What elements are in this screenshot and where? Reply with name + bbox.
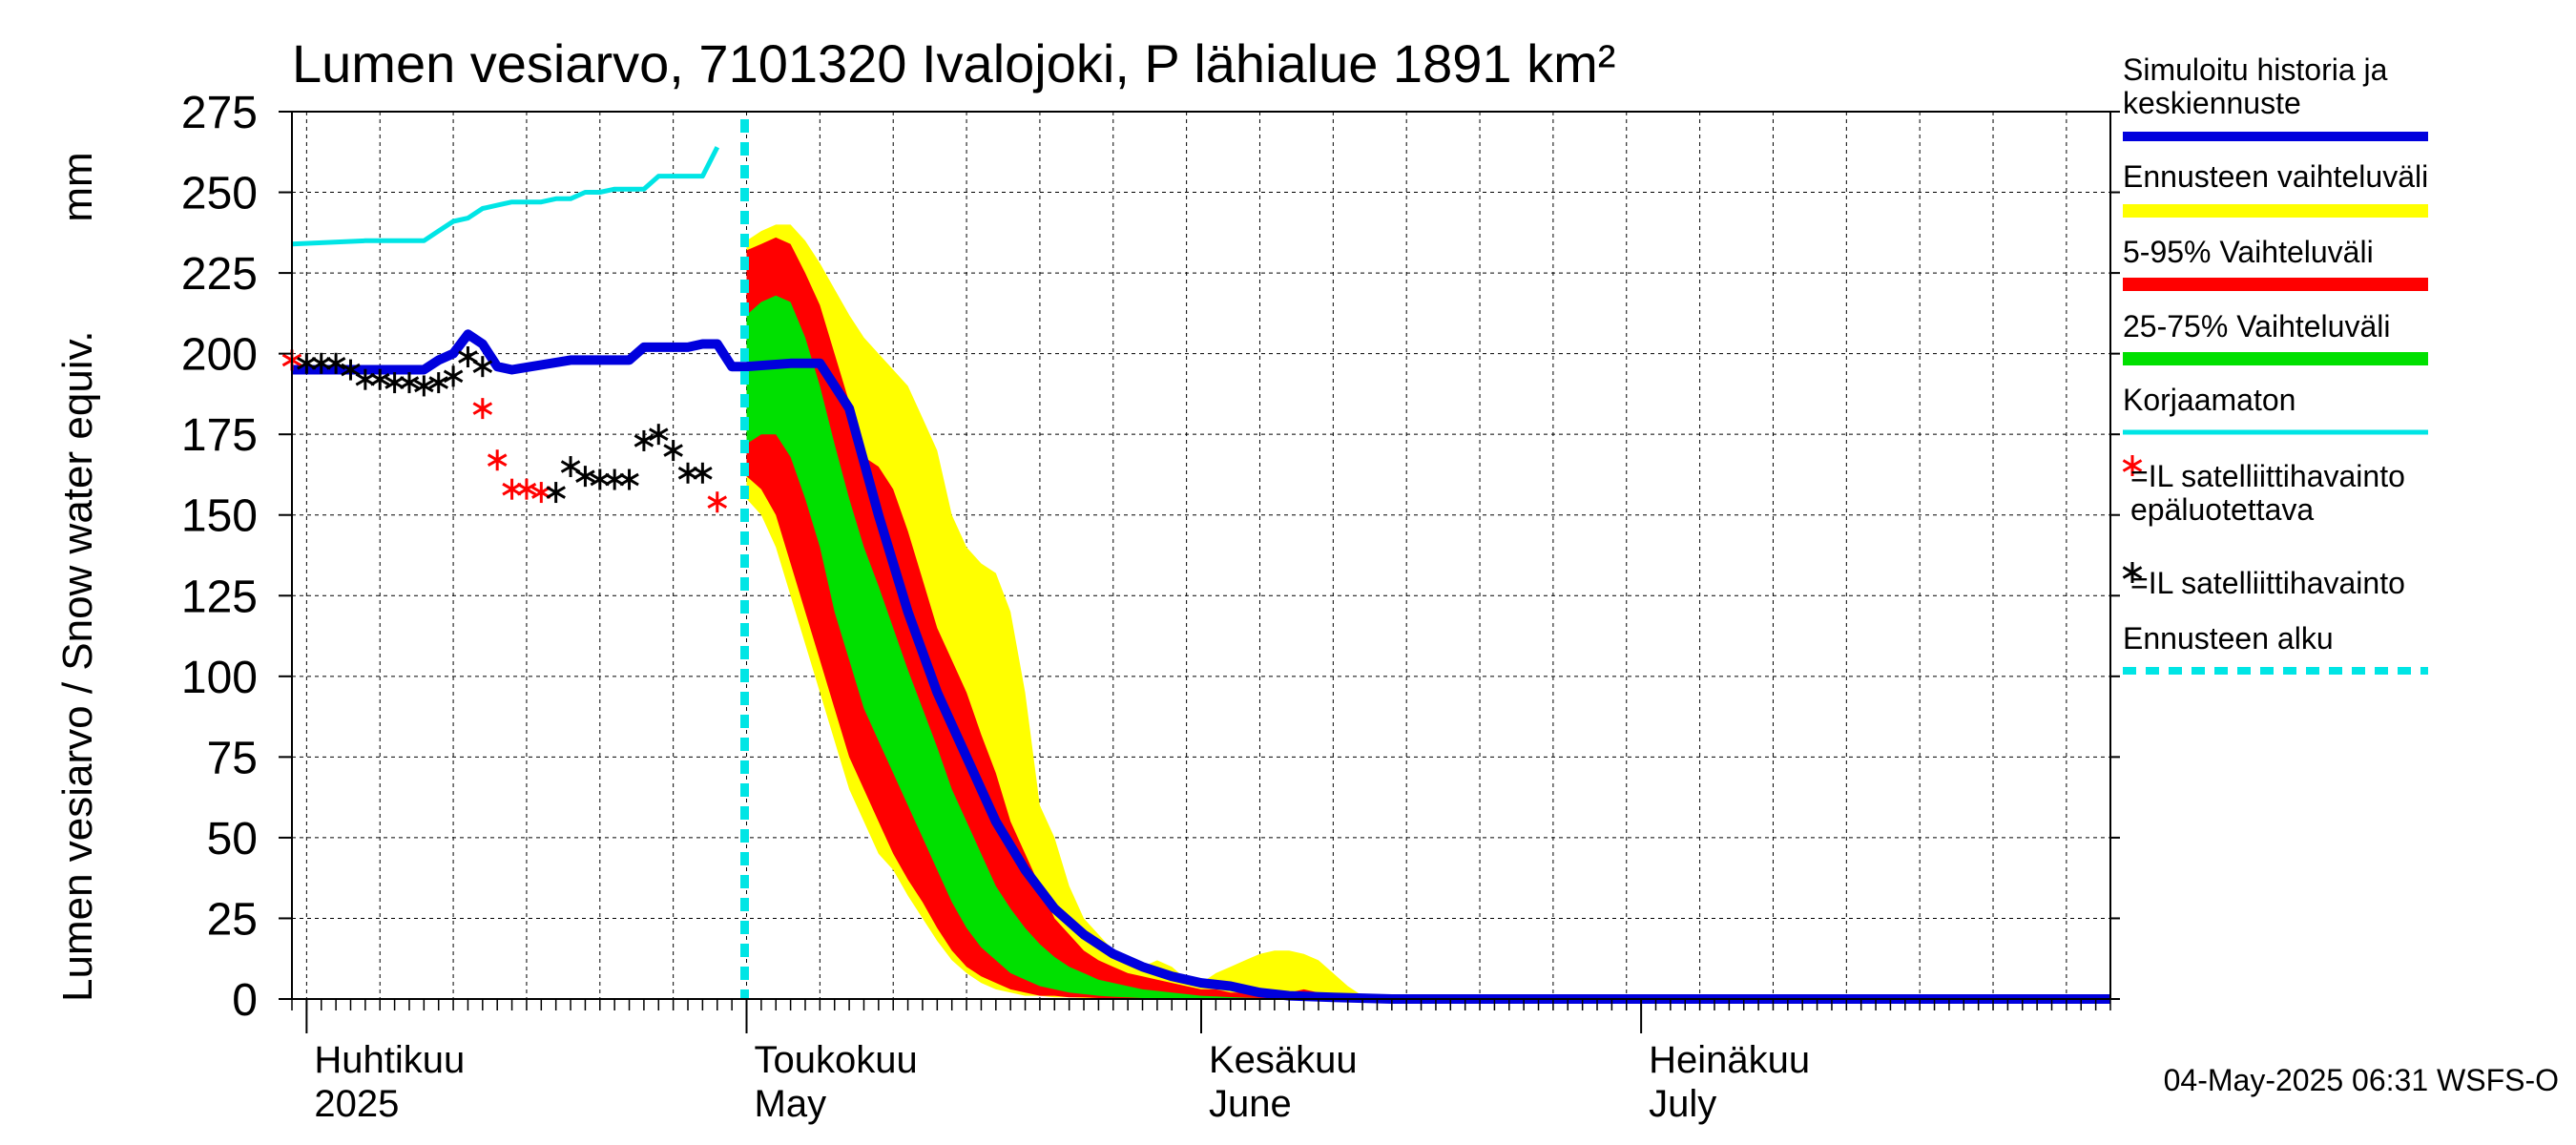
- unreliable-observation-point: [707, 491, 728, 513]
- x-month-sublabel: July: [1649, 1083, 1716, 1125]
- observation-point: [693, 462, 713, 484]
- legend-label: Ennusteen vaihteluväli: [2123, 159, 2428, 194]
- y-tick-label: 150: [181, 491, 258, 542]
- x-month-label: Huhtikuu: [314, 1039, 465, 1081]
- legend-label: epäluotettava: [2130, 492, 2314, 527]
- grid-lines: [292, 112, 2110, 999]
- observation-point: [546, 482, 566, 504]
- observation-point: [663, 440, 683, 462]
- legend-label: 25-75% Vaihteluväli: [2123, 309, 2390, 344]
- mean-forecast-line: [292, 329, 2110, 1004]
- observation-point: [472, 356, 493, 378]
- legend-label: Ennusteen alku: [2123, 621, 2334, 656]
- legend-label: =IL satelliittihavainto: [2130, 459, 2405, 493]
- satellite-observations: [281, 346, 728, 513]
- axis-ticks: [279, 111, 2120, 1033]
- y-tick-label: 75: [207, 733, 258, 783]
- observation-point: [414, 375, 434, 397]
- y-tick-label: 225: [181, 249, 258, 300]
- y-tick-labels: 0 25 50 75 100 125 150 175 200 225 250 275: [181, 88, 258, 1026]
- series-lines: [291, 146, 2110, 1004]
- uncorrected-line: [291, 146, 720, 247]
- y-axis-unit: mm: [54, 152, 101, 221]
- y-tick-label: 25: [207, 894, 258, 945]
- legend-star-icon: [2122, 455, 2143, 476]
- y-tick-label: 250: [181, 169, 258, 219]
- footer-timestamp: 04-May-2025 06:31 WSFS-O: [2164, 1063, 2559, 1097]
- observation-point: [399, 372, 420, 394]
- observation-point: [428, 372, 448, 394]
- observation-point: [634, 429, 654, 451]
- y-tick-label: 175: [181, 410, 258, 461]
- legend-star-icon: [2122, 562, 2143, 583]
- unreliable-observation-point: [472, 398, 493, 420]
- legend-label: keskiennuste: [2123, 86, 2301, 120]
- x-month-sublabel: 2025: [314, 1083, 399, 1125]
- x-month-label: Kesäkuu: [1209, 1039, 1358, 1081]
- legend-label: =IL satelliittihavainto: [2130, 566, 2405, 600]
- x-month-label: Toukokuu: [755, 1039, 918, 1081]
- plot-area: [279, 111, 2120, 1033]
- legend-label: Korjaamaton: [2123, 383, 2296, 417]
- unreliable-observation-point: [516, 478, 537, 500]
- x-month-sublabel: May: [755, 1083, 827, 1125]
- observation-point: [458, 346, 478, 368]
- x-month-sublabel: June: [1209, 1083, 1292, 1125]
- observation-point: [369, 368, 390, 390]
- observation-point: [648, 424, 669, 446]
- observation-point: [341, 359, 361, 381]
- observation-point: [560, 456, 581, 477]
- legend-label: Simuloitu historia ja: [2123, 52, 2388, 87]
- y-tick-label: 0: [232, 975, 258, 1026]
- y-tick-label: 100: [181, 653, 258, 703]
- y-axis-label: Lumen vesiarvo / Snow water equiv.: [54, 330, 101, 1002]
- y-tick-label: 50: [207, 814, 258, 864]
- plot-background: [292, 112, 2110, 999]
- y-tick-label: 275: [181, 88, 258, 138]
- y-tick-label: 200: [181, 330, 258, 381]
- observation-point: [575, 466, 595, 488]
- x-month-label: Heinäkuu: [1649, 1039, 1810, 1081]
- observation-point: [325, 352, 346, 374]
- observation-point: [443, 365, 464, 387]
- chart-title: Lumen vesiarvo, 7101320 Ivalojoki, P läh…: [292, 33, 1615, 94]
- y-tick-label: 125: [181, 572, 258, 622]
- band-ff0000: [746, 237, 1363, 999]
- observation-point: [619, 468, 639, 490]
- unreliable-observation-point: [487, 449, 508, 471]
- legend-label: 5-95% Vaihteluväli: [2123, 235, 2374, 269]
